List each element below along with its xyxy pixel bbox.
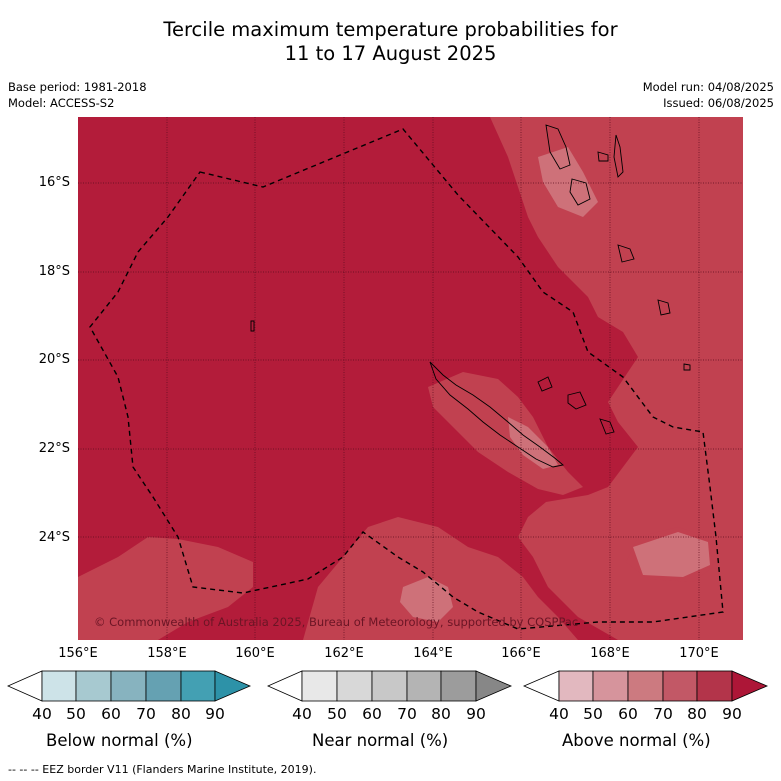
island-small-4 — [683, 363, 691, 371]
graticule — [78, 117, 743, 640]
island-santo — [545, 124, 571, 170]
island-new-caledonia — [429, 361, 564, 468]
eez-legend-note: -- -- -- EEZ border V11 (Flanders Marine… — [8, 763, 317, 776]
island-small-2 — [613, 134, 624, 178]
above-normal-label: Above normal (%) — [562, 731, 711, 750]
title-line-2: 11 to 17 August 2025 — [284, 42, 497, 65]
coastlines — [250, 124, 691, 468]
island-tanna — [657, 299, 671, 316]
near-normal-label: Near normal (%) — [312, 731, 449, 750]
island-loyalty-2 — [567, 391, 587, 410]
lon-tick-170e: 170°E — [679, 646, 719, 661]
above-tick-80: 80 — [687, 705, 707, 723]
lon-tick-168e: 168°E — [590, 646, 630, 661]
island-small-1 — [597, 151, 609, 162]
island-loyalty-1 — [537, 376, 553, 392]
above-tick-70: 70 — [653, 705, 673, 723]
island-loyalty-3 — [599, 418, 615, 435]
island-malekula — [569, 178, 591, 206]
above-tick-50: 50 — [583, 705, 603, 723]
lat-tick-22s: 22°S — [38, 441, 70, 456]
above-tick-60: 60 — [618, 705, 638, 723]
colorbar-near — [267, 670, 513, 702]
contour-patch-south — [400, 577, 453, 622]
eez-border — [89, 128, 724, 630]
near-tick-40: 40 — [292, 705, 312, 723]
below-normal-label: Below normal (%) — [46, 731, 193, 750]
lat-tick-18s: 18°S — [38, 264, 70, 279]
below-tick-70: 70 — [136, 705, 156, 723]
model-name: Model: ACCESS-S2 — [8, 96, 115, 110]
below-tick-90: 90 — [205, 705, 225, 723]
below-tick-50: 50 — [66, 705, 86, 723]
above-tick-90: 90 — [722, 705, 742, 723]
map-title: Tercile maximum temperature probabilitie… — [0, 18, 781, 66]
lat-tick-24s: 24°S — [38, 530, 70, 545]
issued-date: Issued: 06/08/2025 — [663, 96, 774, 110]
colorbar-below — [7, 670, 252, 702]
lat-tick-20s: 20°S — [38, 352, 70, 367]
contour-region-southmid — [303, 517, 578, 640]
title-line-1: Tercile maximum temperature probabilitie… — [163, 18, 618, 41]
contour-patch-vanuatu — [538, 147, 598, 217]
below-tick-40: 40 — [32, 705, 52, 723]
near-tick-80: 80 — [431, 705, 451, 723]
colorbar-above — [522, 670, 769, 702]
lon-tick-160e: 160°E — [235, 646, 275, 661]
lon-tick-156e: 156°E — [58, 646, 98, 661]
island-efate — [617, 244, 635, 263]
near-tick-50: 50 — [327, 705, 347, 723]
contour-patch-loyalty — [633, 532, 710, 577]
lat-tick-16s: 16°S — [38, 175, 70, 190]
near-tick-60: 60 — [362, 705, 382, 723]
lon-tick-162e: 162°E — [324, 646, 364, 661]
colorbars — [7, 670, 769, 702]
below-tick-60: 60 — [101, 705, 121, 723]
probability-map: © Commonwealth of Australia 2025, Bureau… — [78, 117, 743, 640]
lon-tick-166e: 166°E — [501, 646, 541, 661]
contour-patch-newcal — [508, 417, 558, 469]
model-run: Model run: 04/08/2025 — [642, 80, 774, 94]
lon-tick-164e: 164°E — [413, 646, 453, 661]
contour-region-east — [490, 117, 743, 640]
base-period: Base period: 1981-2018 — [8, 80, 147, 94]
above-tick-40: 40 — [549, 705, 569, 723]
meta-right: Model run: 04/08/2025 Issued: 06/08/2025 — [643, 79, 774, 111]
below-tick-80: 80 — [171, 705, 191, 723]
lon-tick-158e: 158°E — [147, 646, 187, 661]
island-small-3 — [250, 320, 255, 332]
copyright-text: © Commonwealth of Australia 2025, Bureau… — [94, 615, 578, 629]
contour-region-south — [78, 537, 253, 640]
near-tick-90: 90 — [466, 705, 486, 723]
meta-left: Base period: 1981-2018 Model: ACCESS-S2 — [8, 79, 147, 111]
near-tick-70: 70 — [397, 705, 417, 723]
